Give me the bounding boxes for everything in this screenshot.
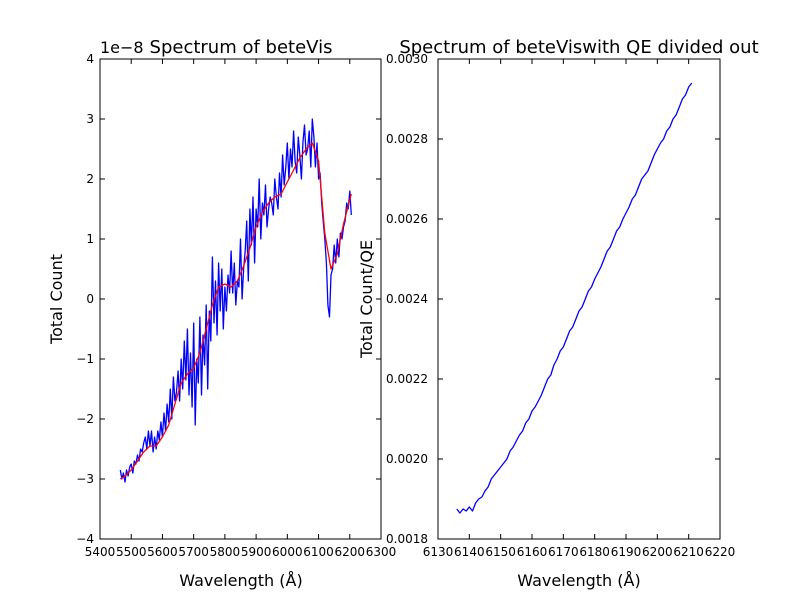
ticks-layer: 5400 5500 5600 5700 5800 5900 6000 6100 6200 6300… [76, 52, 396, 559]
subplot-spectrum: Spectrum of beteVis 1e−8 5400 5500 5600 570… [47, 37, 396, 590]
plot-frame [437, 58, 721, 540]
y-axis-label: Total Count [47, 254, 66, 345]
x-tick-label: 5500 [116, 545, 147, 559]
y-tick-label: 0.0022 [386, 372, 428, 386]
series-line-0 [119, 118, 352, 483]
x-tick-label: 6130 [423, 545, 454, 559]
x-tick-label: 6190 [611, 545, 642, 559]
series-layer [119, 118, 352, 483]
x-tick-label: 6170 [548, 545, 579, 559]
x-tick-label: 6200 [642, 545, 673, 559]
x-tick-label: 6150 [485, 545, 516, 559]
y-tick-label: 2 [86, 172, 94, 186]
subplot-spectrum-qe: Spectrum of beteViswith QE divided out 6… [357, 37, 759, 590]
x-tick-label: 5700 [178, 545, 209, 559]
plot-frame [99, 58, 382, 540]
y-tick-label: 0.0030 [386, 52, 428, 66]
y-tick-label: −2 [76, 412, 94, 426]
chart-title: Spectrum of beteVis [150, 37, 333, 58]
x-tick-label: 6220 [705, 545, 736, 559]
y-offset-label: 1e−8 [100, 38, 144, 57]
y-tick-label: 3 [86, 112, 94, 126]
x-tick-label: 5800 [210, 545, 241, 559]
y-tick-label: 0.0026 [386, 212, 428, 226]
y-tick-label: −3 [76, 472, 94, 486]
x-tick-label: 6000 [272, 545, 303, 559]
x-tick-label: 6300 [366, 545, 397, 559]
x-tick-label: 6180 [579, 545, 610, 559]
series-line-1 [119, 142, 352, 480]
series-line-0 [456, 82, 693, 514]
y-tick-label: 0 [86, 292, 94, 306]
x-tick-label: 6210 [673, 545, 704, 559]
y-tick-label: 0.0018 [386, 532, 428, 546]
x-tick-label: 6160 [517, 545, 548, 559]
y-tick-label: 0.0028 [386, 132, 428, 146]
y-tick-label: −4 [76, 532, 94, 546]
x-tick-label: 6140 [454, 545, 485, 559]
y-tick-label: −1 [76, 352, 94, 366]
y-axis-label: Total Count/QE [357, 240, 376, 359]
y-tick-label: 4 [86, 52, 94, 66]
x-tick-label: 5600 [147, 545, 178, 559]
x-tick-label: 5400 [85, 545, 116, 559]
y-tick-label: 0.0020 [386, 452, 428, 466]
x-axis-label: Wavelength (Å) [179, 571, 302, 590]
chart-title: Spectrum of beteViswith QE divided out [399, 37, 758, 58]
series-layer [456, 82, 693, 514]
y-tick-label: 1 [86, 232, 94, 246]
y-tick-label: 0.0024 [386, 292, 428, 306]
x-tick-label: 6100 [303, 545, 334, 559]
x-tick-label: 6200 [335, 545, 366, 559]
x-axis-label: Wavelength (Å) [517, 571, 640, 590]
x-tick-label: 5900 [241, 545, 272, 559]
